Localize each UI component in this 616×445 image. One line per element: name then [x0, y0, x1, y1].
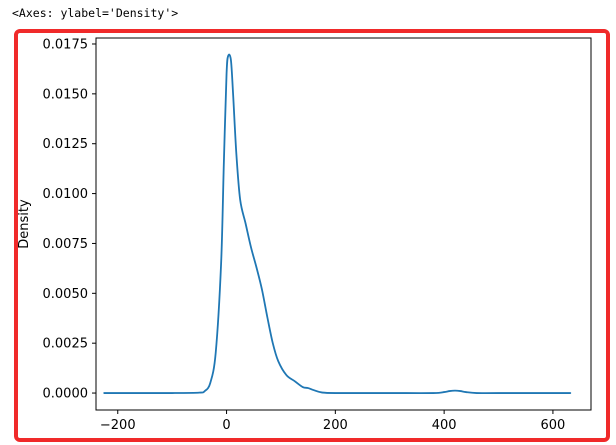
x-tick-label: −200: [100, 418, 136, 433]
y-tick-label: 0.0025: [43, 337, 89, 352]
x-tick-label: 600: [541, 418, 566, 433]
y-axis-label: Density: [17, 199, 32, 249]
y-tick-label: 0.0050: [43, 287, 89, 302]
y-tick-label: 0.0100: [43, 187, 89, 202]
x-tick-label: 200: [323, 418, 348, 433]
red-highlight-frame: [14, 29, 610, 442]
x-tick-label: 0: [222, 418, 230, 433]
y-tick-label: 0.0150: [43, 87, 89, 102]
axes-repr-output: <Axes: ylabel='Density'>: [12, 6, 179, 20]
axes-frame: [95, 37, 592, 411]
y-tick-label: 0.0000: [43, 387, 89, 402]
chart-layer: −200 0 200 400 600 0.0000 0.0025 0.0050 0.0075 0.…: [17, 37, 592, 433]
y-tick-label: 0.0175: [43, 37, 89, 52]
x-tick-label: 400: [432, 418, 457, 433]
density-line-0: [103, 53, 572, 395]
y-tick-label: 0.0125: [43, 137, 89, 152]
y-tick-label: 0.0075: [43, 237, 89, 252]
